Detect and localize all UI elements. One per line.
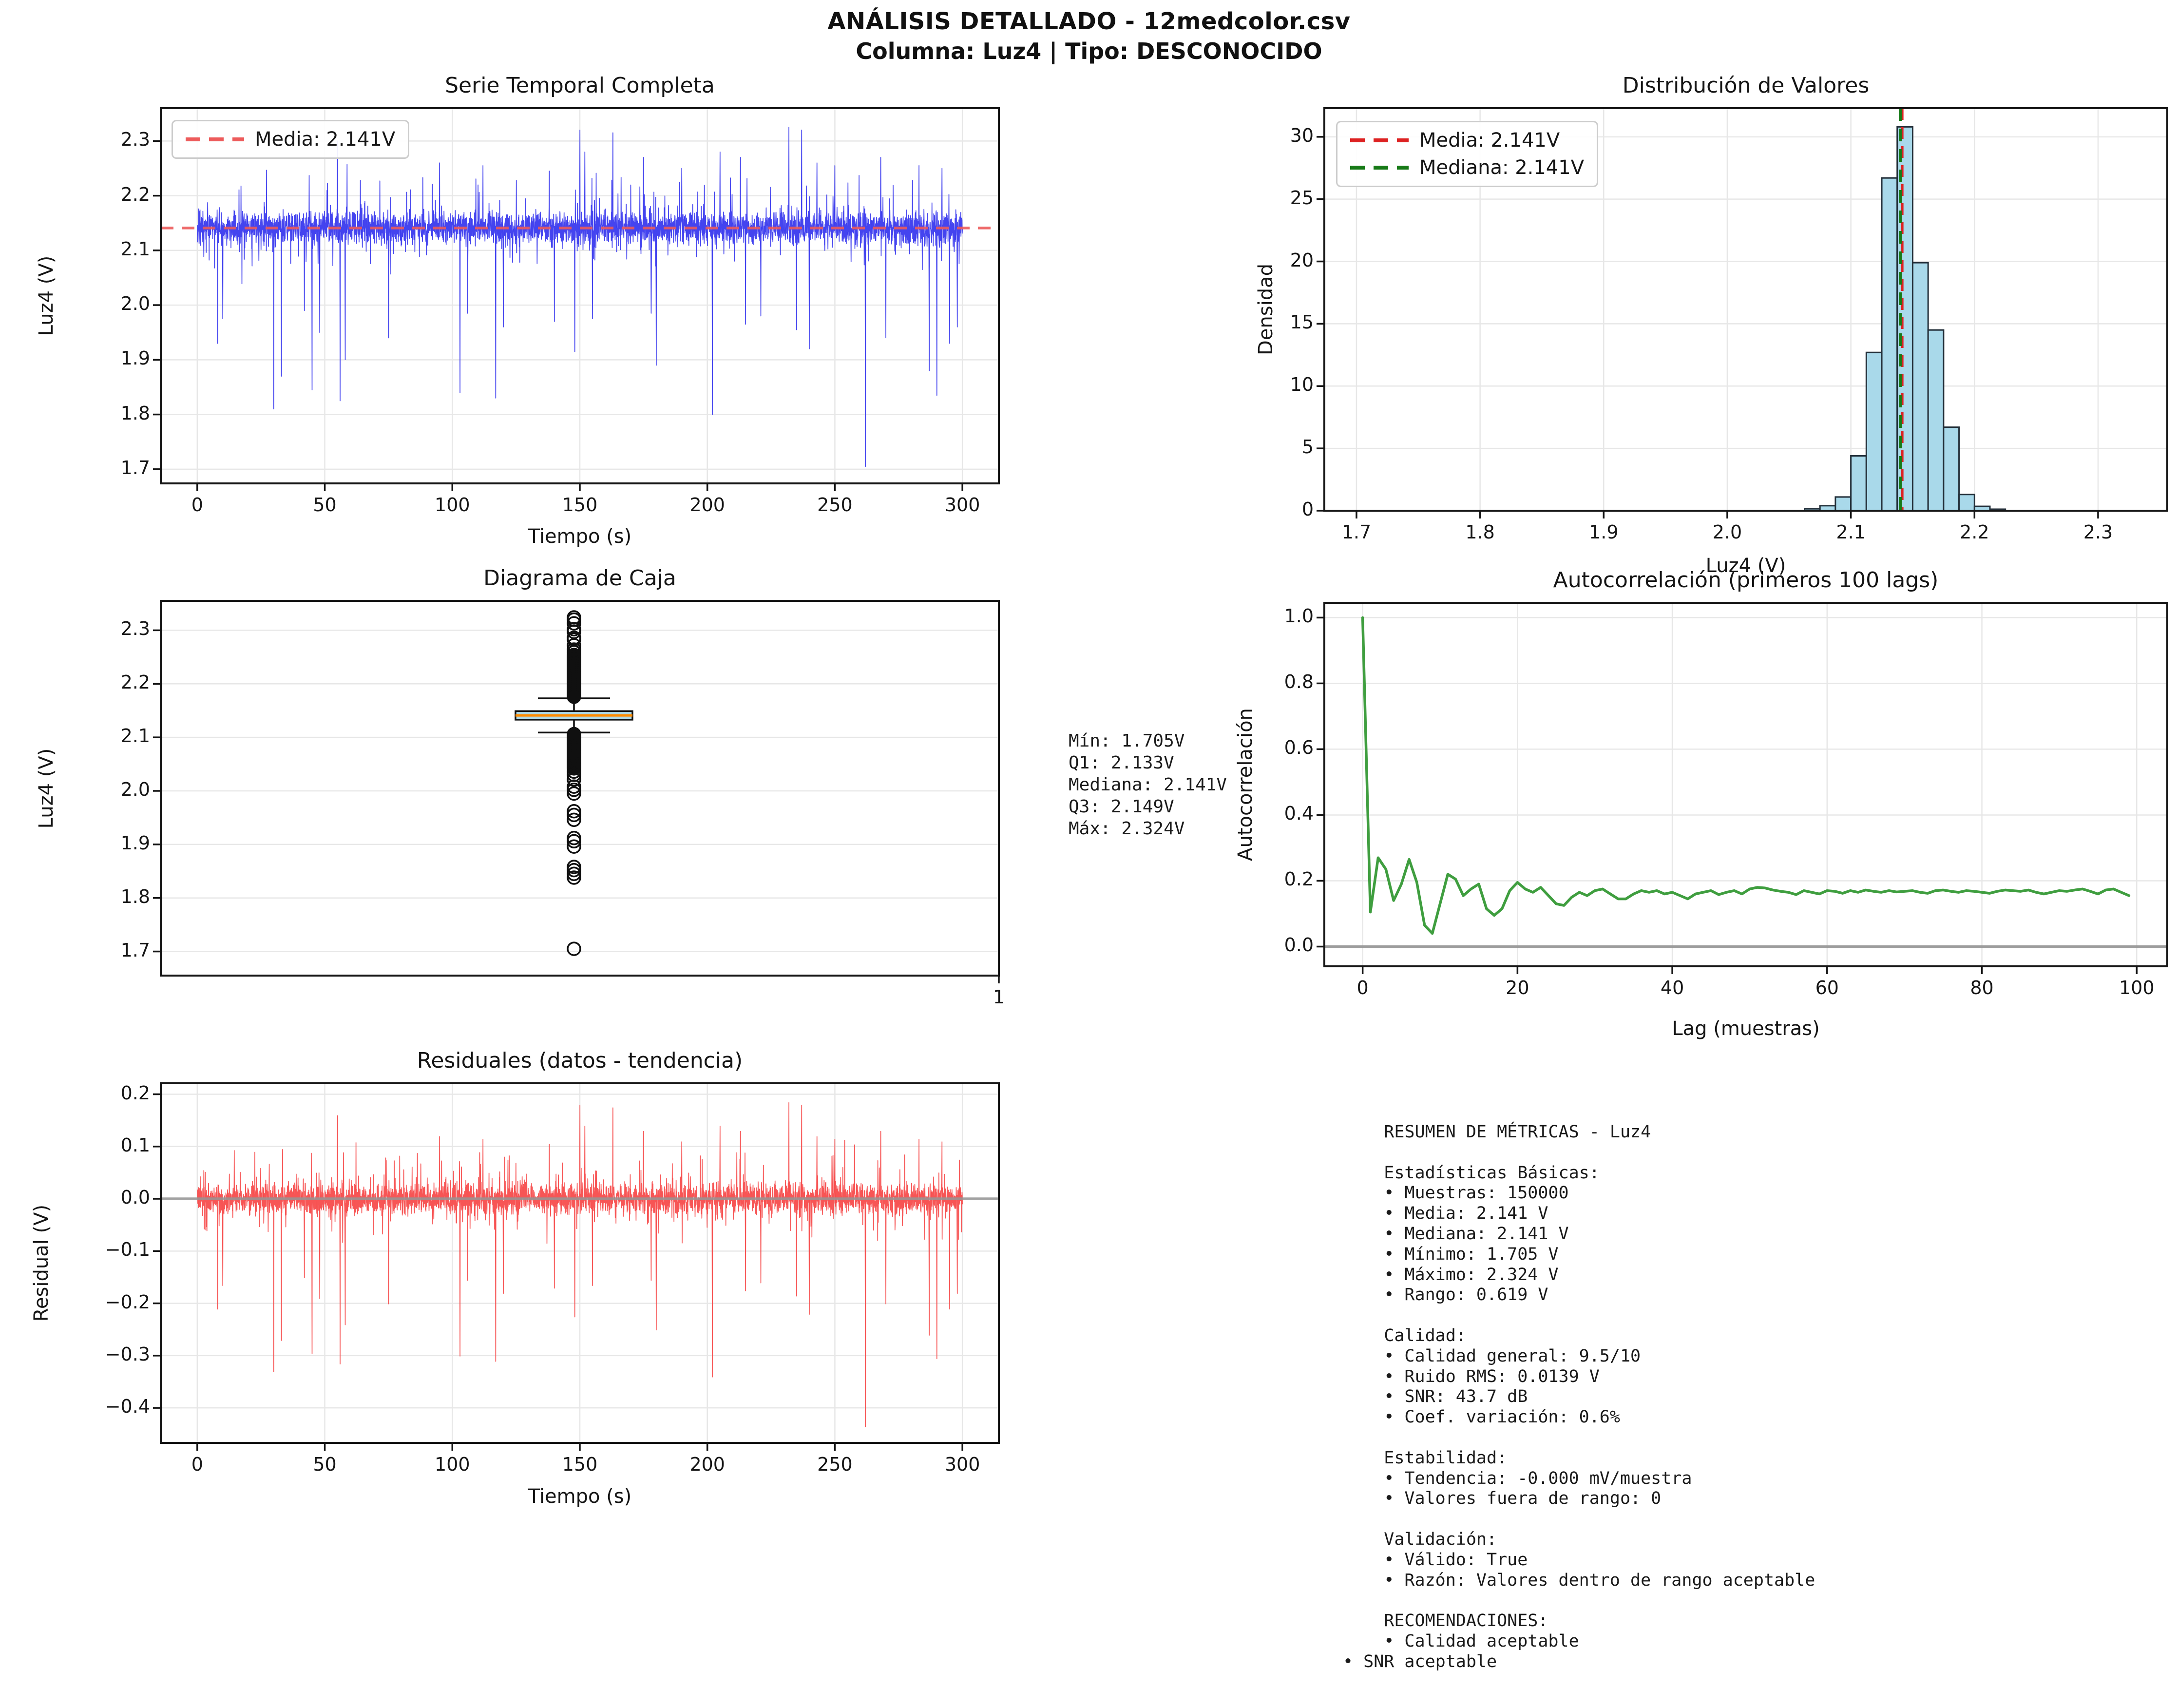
outlier-point	[567, 642, 581, 657]
suptitle: ANÁLISIS DETALLADO - 12medcolor.csv	[827, 8, 1351, 35]
histogram-bar	[1834, 496, 1852, 512]
timeseries-line	[197, 127, 963, 467]
outlier-point	[567, 786, 581, 801]
histogram-bar	[1927, 329, 1945, 512]
axis-spine	[1323, 602, 2168, 967]
histogram-bar	[1943, 426, 1960, 512]
acf-line	[1361, 616, 2131, 935]
histogram-bar	[1881, 177, 1898, 512]
outlier-point	[567, 783, 581, 797]
outlier-point	[567, 610, 581, 625]
histogram-bar	[1850, 455, 1867, 512]
histogram-bar	[1865, 351, 1883, 512]
metrics-summary-text: RESUMEN DE MÉTRICAS - Luz4 Estadísticas …	[1343, 1122, 1815, 1671]
outlier-point	[567, 839, 581, 854]
outlier-point	[567, 870, 581, 885]
outlier-point	[567, 834, 581, 849]
histogram-bar	[1958, 494, 1975, 512]
outlier-point	[567, 727, 581, 742]
boxplot-stats-text: Mín: 1.705V Q1: 2.133V Mediana: 2.141V Q…	[1069, 731, 1227, 839]
outlier-point	[567, 807, 581, 823]
outlier-point	[567, 622, 581, 636]
histogram-bar	[1911, 262, 1929, 512]
axis-spine	[1323, 107, 2168, 512]
outlier-point	[567, 616, 581, 631]
outlier-point	[567, 631, 581, 645]
subtitle: Columna: Luz4 | Tipo: DESCONOCIDO	[856, 38, 1322, 64]
outlier-point	[567, 941, 581, 956]
outlier-point	[567, 812, 581, 827]
outlier-point	[567, 768, 581, 782]
outlier-point	[567, 772, 581, 787]
axis-spine	[160, 600, 1000, 977]
outlier-point	[567, 863, 581, 878]
outlier-point	[567, 866, 581, 882]
outlier-point	[567, 804, 581, 819]
